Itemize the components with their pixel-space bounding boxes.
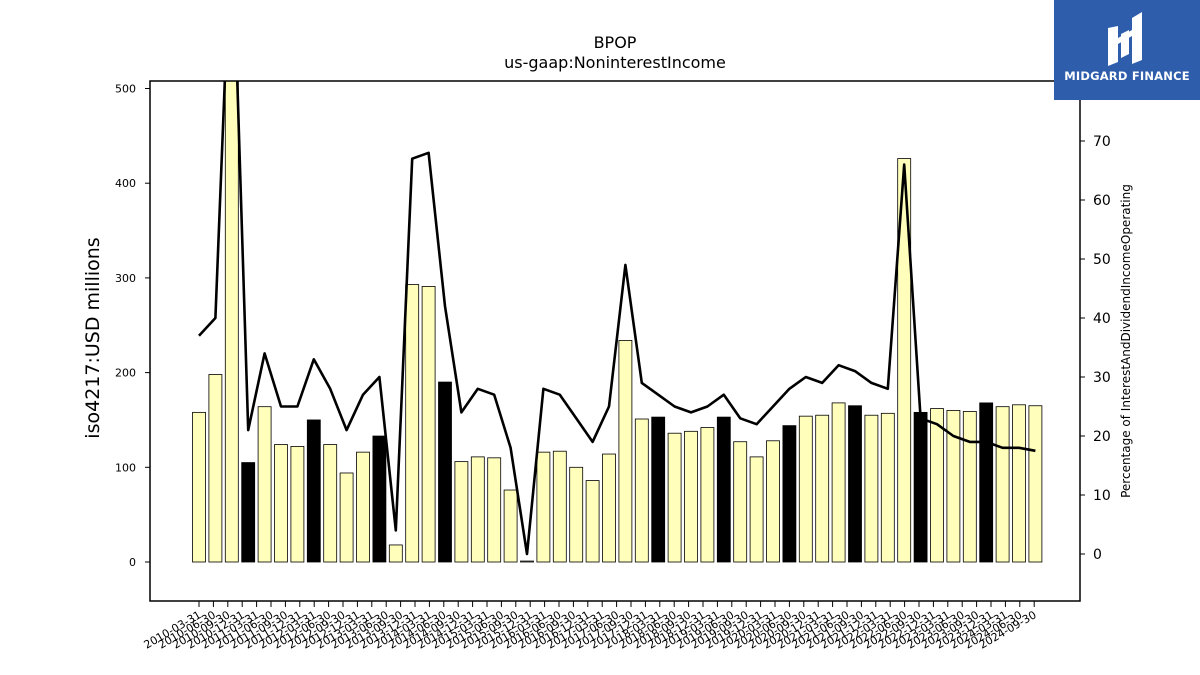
bar [323, 444, 338, 563]
bar [979, 402, 994, 563]
bar [716, 416, 731, 563]
bar [585, 480, 600, 563]
bar [667, 432, 682, 563]
y2-tick-label: 60 [1093, 193, 1111, 209]
y-axis-label: iso4217:USD millions [82, 237, 104, 438]
bar [241, 462, 256, 563]
chart-title: BPOP [593, 33, 637, 52]
plot-frame [149, 80, 1081, 602]
bar [224, 81, 239, 563]
bar [339, 472, 354, 563]
y2-tick-label: 40 [1093, 311, 1111, 327]
bar [552, 450, 567, 563]
bar [930, 408, 944, 563]
bar [388, 544, 403, 563]
bar [897, 158, 912, 563]
bar [880, 412, 895, 563]
chart-subtitle: us-gaap:NoninterestIncome [504, 53, 726, 72]
bar [831, 402, 846, 563]
bar [257, 406, 272, 563]
bar [684, 430, 698, 563]
bar [700, 427, 715, 563]
bar [454, 461, 469, 563]
bar [733, 441, 748, 563]
percentage-line [198, 81, 1036, 556]
bar [815, 414, 830, 563]
bar [1028, 405, 1043, 563]
bar [634, 418, 649, 563]
bar [356, 451, 370, 563]
bar [487, 457, 502, 563]
plot-area [192, 81, 1043, 563]
bar [536, 451, 551, 563]
bar [306, 419, 321, 563]
y-tick-label: 100 [115, 461, 136, 474]
bar [864, 414, 879, 563]
bar [192, 411, 206, 563]
bar [438, 381, 452, 563]
y2-tick-label: 30 [1093, 370, 1111, 386]
bar [274, 444, 288, 563]
y-tick-label: 300 [115, 272, 136, 285]
bar [749, 456, 764, 563]
bar [848, 405, 862, 563]
y-tick-label: 400 [115, 177, 136, 190]
bar [651, 416, 666, 563]
bar [782, 425, 797, 563]
bar [421, 286, 436, 563]
bar [290, 446, 305, 563]
y2-tick-label: 10 [1093, 488, 1111, 504]
bar [503, 489, 518, 563]
y2-tick-label: 20 [1093, 429, 1111, 445]
logo-text: MIDGARD FINANCE [1064, 69, 1190, 83]
logo-icon [1108, 12, 1142, 66]
y2-axis-label: Percentage of InterestAndDividendIncomeO… [1119, 184, 1133, 498]
bar [913, 411, 928, 563]
bar [798, 415, 813, 563]
bar [1012, 404, 1026, 563]
y-tick-label: 500 [115, 83, 136, 96]
y-tick-label: 200 [115, 367, 136, 380]
bar [405, 284, 420, 563]
bar [995, 406, 1010, 563]
bar [208, 374, 223, 563]
bar [946, 410, 961, 563]
bar [569, 466, 584, 563]
midgard-finance-logo: MIDGARD FINANCE [1054, 0, 1200, 100]
y2-tick-label: 70 [1093, 134, 1111, 150]
y-tick-label: 0 [129, 556, 136, 569]
bar [470, 456, 485, 563]
bar [618, 340, 633, 563]
y2-tick-label: 50 [1093, 252, 1111, 268]
bar [602, 453, 616, 563]
bar [766, 440, 780, 563]
bar [372, 435, 387, 563]
y2-tick-label: 0 [1093, 547, 1102, 563]
bar [520, 560, 534, 563]
bar [962, 411, 977, 563]
